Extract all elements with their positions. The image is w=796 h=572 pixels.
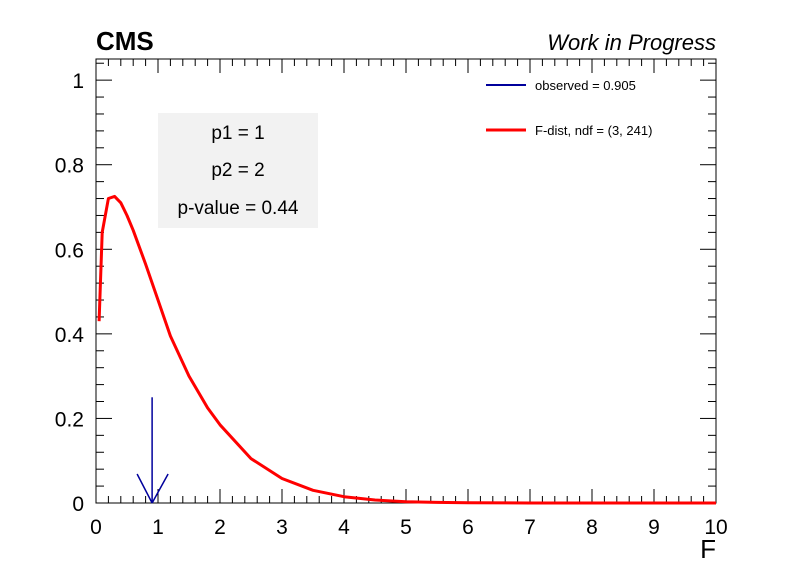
- x-tick-label: 5: [400, 516, 412, 539]
- x-tick-label: 9: [648, 516, 660, 539]
- axis-ticks: [95, 59, 717, 504]
- x-tick-label: 1: [152, 516, 164, 539]
- legend-fdist-label: F-dist, ndf = (3, 241): [535, 123, 652, 138]
- x-tick-label: 7: [524, 516, 536, 539]
- y-tick-label: 0.2: [55, 408, 84, 431]
- y-tick-label: 0.4: [55, 324, 85, 347]
- legend: observed = 0.905 F-dist, ndf = (3, 241): [486, 78, 652, 138]
- x-tick-label: 0: [90, 516, 102, 539]
- x-axis-title: F: [700, 534, 716, 564]
- stats-p1: p1 = 1: [211, 123, 264, 144]
- stats-box: [158, 113, 318, 228]
- x-tick-label: 2: [214, 516, 226, 539]
- f-dist-curve: [97, 194, 716, 505]
- x-tick-label: 10: [704, 516, 727, 539]
- stats-p2: p2 = 2: [211, 160, 264, 181]
- x-tick-labels: 0 1 2 3 4 5 6 7 8 9 10: [90, 516, 728, 539]
- y-tick-labels: 0 0.2 0.4 0.6 0.8 1: [55, 70, 85, 516]
- x-tick-label: 6: [462, 516, 474, 539]
- experiment-label: CMS: [96, 26, 154, 56]
- legend-observed-label: observed = 0.905: [535, 78, 636, 93]
- x-tick-label: 3: [276, 516, 288, 539]
- y-tick-label: 0.8: [55, 155, 84, 178]
- y-tick-label: 0: [72, 493, 84, 516]
- y-tick-label: 1: [72, 70, 84, 93]
- observed-arrow-head-right: [151, 473, 169, 504]
- y-tick-label: 0.6: [55, 239, 84, 262]
- observed-arrow-head-left: [136, 473, 153, 504]
- x-tick-label: 8: [586, 516, 598, 539]
- stats-pvalue: p-value = 0.44: [178, 198, 299, 219]
- x-tick-label: 4: [338, 516, 350, 539]
- status-label: Work in Progress: [547, 30, 716, 55]
- observed-arrow: [136, 397, 169, 504]
